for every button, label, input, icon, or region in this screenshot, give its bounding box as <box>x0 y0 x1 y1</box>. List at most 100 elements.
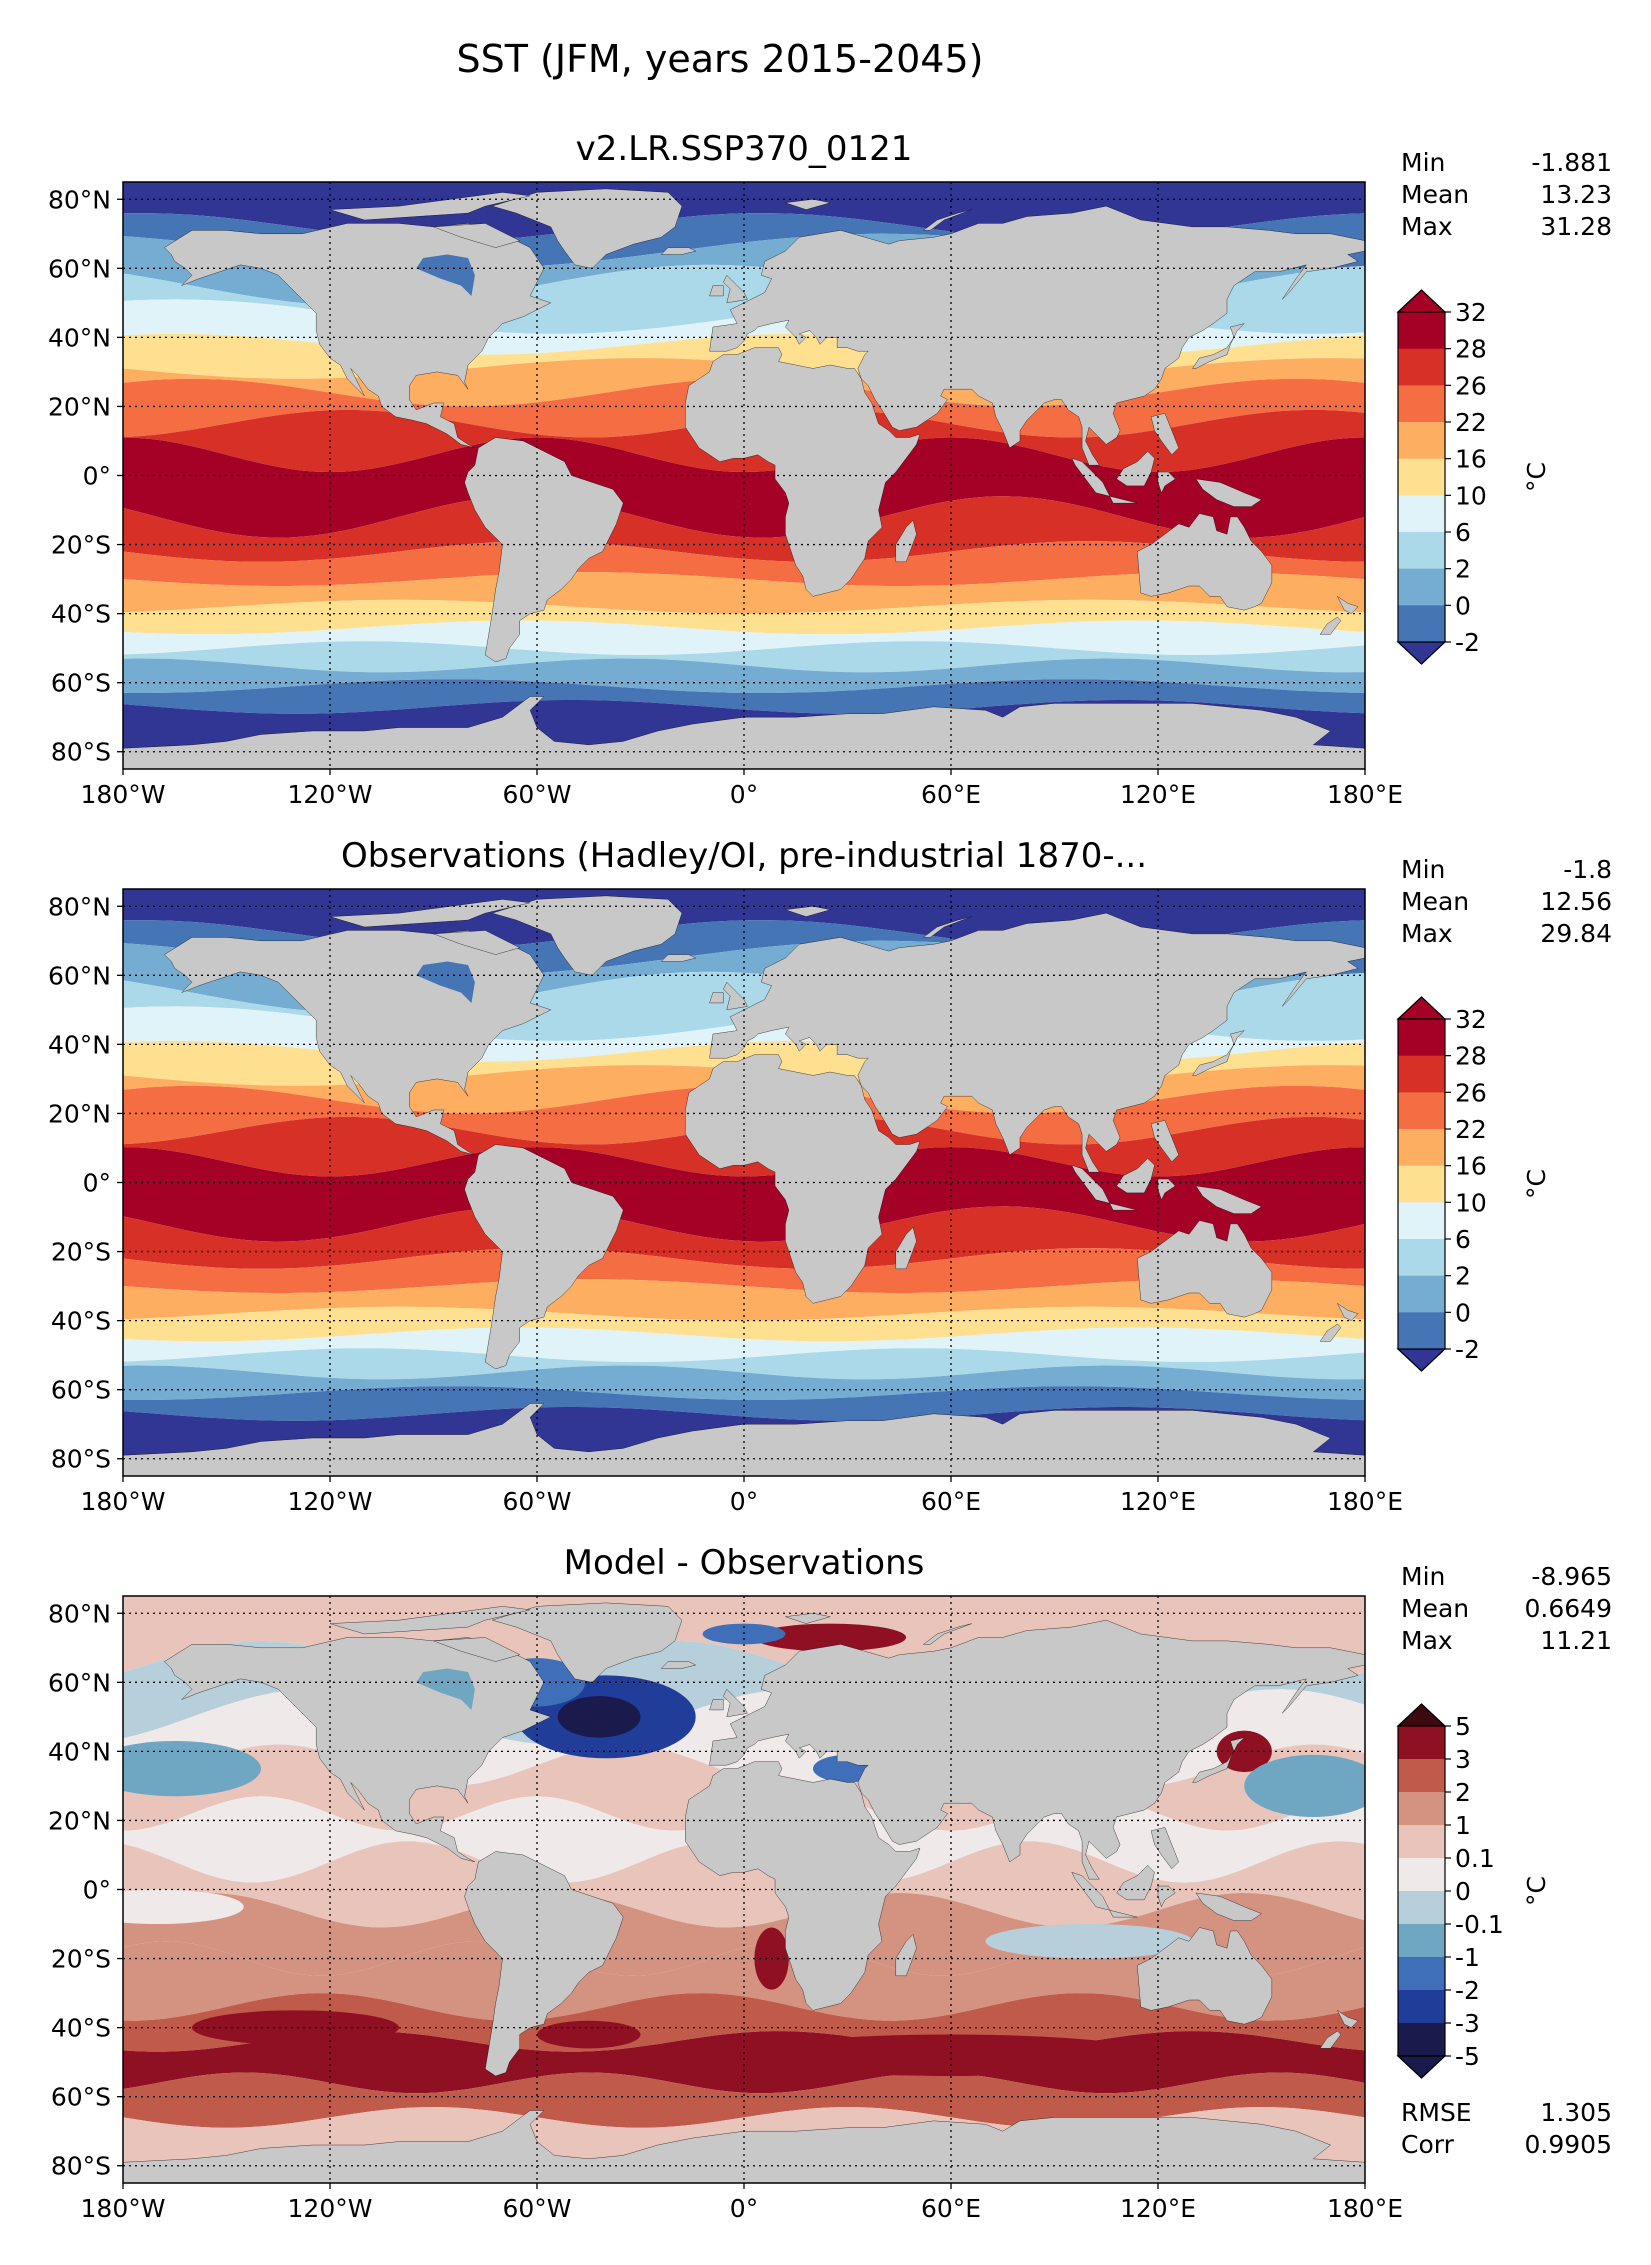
colorbar-tick-label: 10 <box>1455 1188 1487 1217</box>
stat-value: 29.84 <box>1540 919 1612 948</box>
colorbar-units: °C <box>1522 462 1551 492</box>
colorbar-segment <box>1398 605 1445 643</box>
lon-tick-label: 180°W <box>81 780 166 809</box>
colorbar-tick-label: 22 <box>1455 1115 1487 1144</box>
lat-tick-label: 80°S <box>51 738 111 767</box>
lon-tick-label: 120°E <box>1120 780 1196 809</box>
sst-band-13 <box>123 1306 1365 1342</box>
stat-label: Mean <box>1401 180 1469 209</box>
colorbar-frame <box>1397 311 1446 643</box>
lon-tick-label: 120°E <box>1120 1487 1196 1516</box>
lat-tick-label: 60°S <box>51 669 111 698</box>
panel-2: Observations (Hadley/OI, pre-industrial … <box>48 836 1612 1516</box>
stat-label: Max <box>1401 212 1453 241</box>
stat-value: 12.56 <box>1540 887 1612 916</box>
colorbar-tick-label: -2 <box>1455 1335 1480 1364</box>
colorbar-segment <box>1398 1726 1445 1760</box>
colorbar-tick-label: 22 <box>1455 408 1487 437</box>
panel-title: v2.LR.SSP370_0121 <box>576 129 913 169</box>
lat-tick-label: 80°N <box>48 185 111 214</box>
lon-tick-label: 60°E <box>921 2194 981 2223</box>
lat-tick-label: 80°S <box>51 2152 111 2181</box>
colorbar-tick-label: 32 <box>1455 1005 1487 1034</box>
map-area <box>123 1596 1365 2183</box>
lat-tick-label: 20°S <box>51 531 111 560</box>
sst-band-17 <box>123 679 1365 714</box>
colorbar-extend-top <box>1396 996 1447 1020</box>
stat-value: 11.21 <box>1540 1626 1612 1655</box>
lon-tick-label: 120°W <box>288 780 373 809</box>
colorbar-segment <box>1398 1129 1445 1167</box>
anomaly-region <box>123 1741 261 1797</box>
lat-tick-label: 20°N <box>48 1806 111 1835</box>
colorbar-tick-label: 26 <box>1455 371 1487 400</box>
lon-tick-label: 0° <box>730 2194 758 2223</box>
colorbar-segment <box>1398 1957 1445 1991</box>
stat-value: 1.305 <box>1540 2098 1612 2127</box>
colorbar-segment <box>1398 1891 1445 1925</box>
panel-3: Model - Observations80°N60°N40°N20°N0°20… <box>48 1543 1612 2223</box>
sst-band-11 <box>123 541 1365 586</box>
lat-tick-label: 60°N <box>48 961 111 990</box>
lon-tick-label: 60°W <box>502 780 571 809</box>
colorbar-segment <box>1398 568 1445 606</box>
colorbar-tick-label: -2 <box>1455 628 1480 657</box>
stat-label: Mean <box>1401 1594 1469 1623</box>
colorbar-tick-label: 28 <box>1455 1042 1487 1071</box>
lon-tick-label: 180°W <box>81 2194 166 2223</box>
stat-value: 31.28 <box>1540 212 1612 241</box>
colorbar-extend-top <box>1396 1703 1447 1727</box>
sst-band-9 <box>123 437 1365 538</box>
lat-tick-label: 20°S <box>51 1945 111 1974</box>
stat-value: 0.6649 <box>1525 1594 1612 1623</box>
colorbar-segment <box>1398 1792 1445 1826</box>
colorbar-extend-bottom <box>1396 2055 1447 2079</box>
colorbar-segment <box>1398 532 1445 570</box>
colorbar-tick-label: 28 <box>1455 335 1487 364</box>
lon-tick-label: 180°E <box>1327 1487 1403 1516</box>
stat-label: RMSE <box>1401 2098 1472 2127</box>
colorbar-tick-label: 0 <box>1455 591 1471 620</box>
colorbar-segment <box>1398 1165 1445 1203</box>
colorbar-tick-label: -5 <box>1455 2042 1480 2071</box>
lat-tick-label: 80°N <box>48 892 111 921</box>
lon-tick-label: 180°E <box>1327 780 1403 809</box>
anomaly-region <box>123 1889 244 1925</box>
lon-tick-label: 120°E <box>1120 2194 1196 2223</box>
anomaly-region <box>744 2034 1158 2076</box>
stat-value: -1.881 <box>1531 148 1612 177</box>
colorbar-tick-label: -3 <box>1455 2009 1480 2038</box>
stat-label: Mean <box>1401 887 1469 916</box>
colorbar-tick-label: 2 <box>1455 1778 1471 1807</box>
colorbar-segment <box>1398 385 1445 423</box>
colorbar-tick-label: 16 <box>1455 445 1487 474</box>
lat-tick-label: 60°N <box>48 1668 111 1697</box>
lat-tick-label: 20°N <box>48 1099 111 1128</box>
stat-value: -1.8 <box>1563 855 1612 884</box>
colorbar-segment <box>1398 1990 1445 2024</box>
stat-value: -8.965 <box>1531 1562 1612 1591</box>
lat-tick-label: 60°S <box>51 2083 111 2112</box>
colorbar-tick-label: 16 <box>1455 1152 1487 1181</box>
stat-label: Corr <box>1401 2130 1455 2159</box>
colorbar: 5 3 2 1 0.1 0 -0.1 -1 -2 -3 -5 °C <box>1396 1703 1551 2079</box>
colorbar-tick-label: 2 <box>1455 555 1471 584</box>
colorbar: 32 28 26 22 16 10 6 2 0 -2 °C <box>1396 289 1551 665</box>
lat-tick-label: 0° <box>83 1169 111 1198</box>
map-area <box>123 889 1365 1476</box>
anomaly-region <box>537 2020 641 2049</box>
colorbar-frame <box>1397 1018 1446 1350</box>
lon-tick-label: 60°W <box>502 1487 571 1516</box>
colorbar-tick-label: 6 <box>1455 1225 1471 1254</box>
lat-tick-label: 40°N <box>48 1737 111 1766</box>
colorbar-tick-label: 10 <box>1455 481 1487 510</box>
colorbar-tick-label: -0.1 <box>1455 1910 1504 1939</box>
sst-band-14 <box>123 620 1365 655</box>
sst-band-17 <box>123 1386 1365 1421</box>
lon-tick-label: 0° <box>730 1487 758 1516</box>
sst-band-9 <box>123 1147 1365 1242</box>
colorbar-tick-label: 6 <box>1455 518 1471 547</box>
panel-1: v2.LR.SSP370_0121 80°N 60°N 40°N 20°N 0° 20°S 4… <box>48 129 1612 809</box>
sst-band-14 <box>123 1327 1365 1362</box>
lat-tick-label: 40°N <box>48 323 111 352</box>
